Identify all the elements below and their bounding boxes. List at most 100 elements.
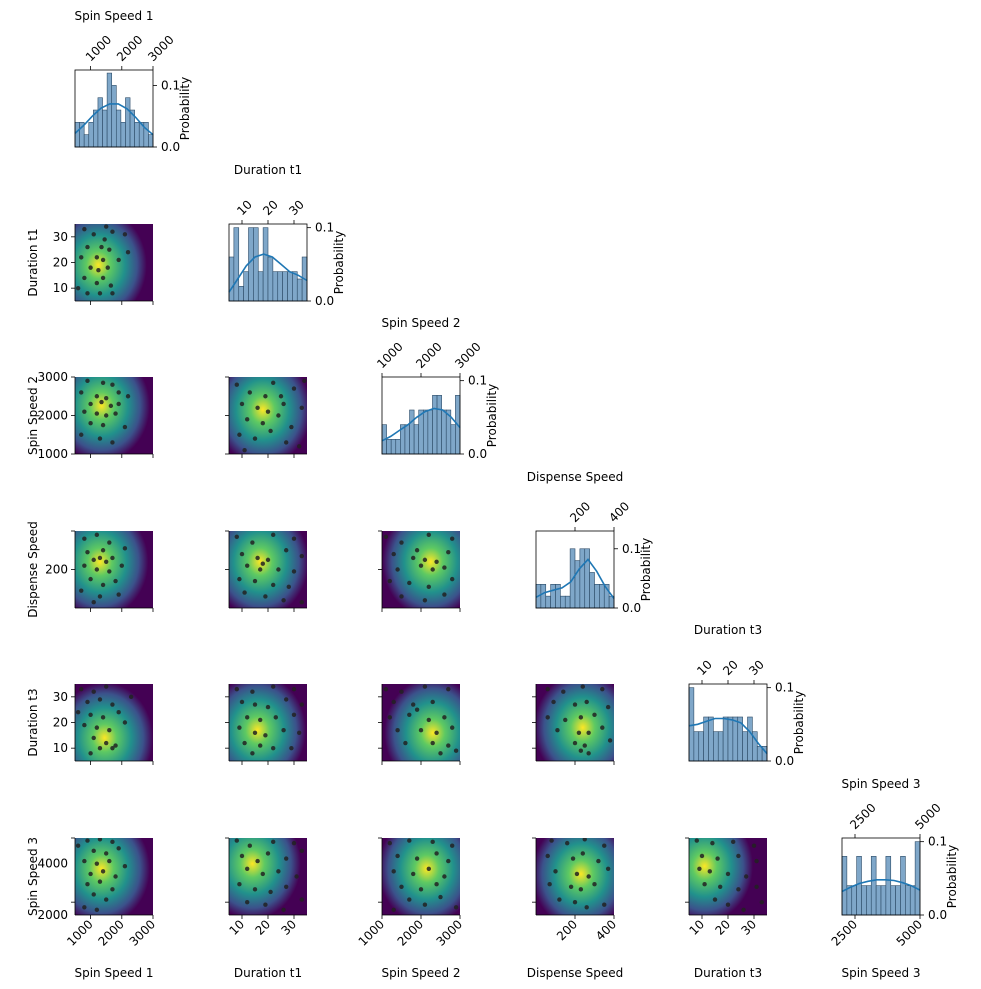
x-tick-label: 10: [686, 917, 707, 938]
density-peak: [75, 224, 147, 301]
scatter-point: [99, 244, 104, 250]
scatter-point: [91, 557, 96, 563]
scatter-point: [237, 576, 242, 582]
density-fill: [75, 377, 153, 454]
y-axis-label: Dispense Speed: [26, 521, 40, 618]
hist-bar: [756, 746, 763, 762]
hist-bottom-axis: 2500 5000 Spin Speed 3: [829, 915, 925, 980]
scatter-point: [725, 871, 731, 877]
scatter-point: [596, 858, 601, 864]
scatter-point: [108, 403, 114, 409]
scatter-point: [242, 447, 247, 453]
probability-label: Probability: [945, 845, 959, 908]
hist-bar: [432, 395, 438, 455]
kde-line: [841, 879, 921, 893]
scatter-point: [399, 594, 404, 599]
hist-bar: [88, 122, 94, 148]
scatter-point: [88, 265, 93, 270]
scatter-point: [422, 684, 428, 689]
scatter-point: [407, 838, 412, 843]
hist-bar: [390, 439, 397, 455]
scatter-point: [605, 704, 611, 710]
hist-bar: [909, 885, 916, 916]
scatter-point: [125, 394, 131, 399]
scatter-point: [122, 720, 128, 725]
density-peak: [229, 838, 301, 915]
scatter-point: [97, 436, 103, 441]
scatter-point: [260, 871, 265, 877]
scatter-point: [268, 428, 273, 434]
scatter-point: [754, 858, 759, 864]
scatter-point: [94, 255, 100, 260]
scatter-point: [414, 548, 420, 553]
hist-bar: [450, 424, 456, 455]
hist-bar: [727, 716, 734, 762]
scatter-point: [731, 839, 736, 845]
x-axis-label: Duration t1: [234, 966, 302, 980]
kde-panel-4-3: [532, 684, 615, 765]
density-fill: [382, 531, 460, 608]
scatter-point: [239, 853, 245, 859]
scatter-point: [291, 386, 297, 391]
x-tick-label: 400: [606, 499, 632, 525]
scatter-point: [395, 853, 400, 859]
y-tick-label: 30: [53, 230, 68, 244]
scatter-point: [110, 839, 115, 845]
scatter-point: [91, 735, 96, 741]
scatter-point: [399, 884, 404, 889]
hist-bar: [717, 731, 724, 762]
scatter-point: [600, 725, 605, 730]
scatter-point: [125, 250, 131, 255]
kde-line: [228, 253, 308, 293]
hist-bar: [441, 409, 447, 455]
x-tick-label: 30: [746, 657, 767, 678]
scatter-point: [281, 598, 286, 603]
scatter-point: [715, 856, 720, 861]
scatter-point: [82, 858, 87, 864]
scatter-point: [96, 268, 101, 273]
scatter-point: [258, 717, 263, 723]
scatter-point: [113, 578, 118, 584]
hist-bar: [115, 109, 122, 148]
scatter-point: [395, 567, 400, 572]
scatter-point: [110, 702, 115, 707]
scatter-point: [426, 717, 431, 723]
scatter-point: [91, 892, 96, 897]
hist-bar: [841, 856, 848, 916]
kde-panel-4-0: 10 20 30 Duration t3: [26, 684, 154, 765]
scatter-point: [110, 745, 115, 751]
x-tick-label: 2000: [413, 340, 444, 371]
scatter-point: [110, 229, 115, 234]
y-axis-label: Duration t1: [26, 228, 40, 296]
hist-bar: [880, 885, 887, 916]
scatter-point: [284, 884, 289, 889]
scatter-point: [79, 588, 84, 593]
scatter-point: [442, 715, 447, 720]
hist-bar: [742, 731, 748, 762]
scatter-point: [94, 567, 100, 572]
x-tick-label: 3000: [452, 340, 483, 371]
hist-title: Dispense Speed: [527, 470, 624, 484]
density-fill: [229, 531, 307, 608]
scatter-point: [584, 699, 589, 705]
x-tick-label: 20: [260, 197, 281, 218]
scatter-point: [258, 743, 263, 748]
hist-bar: [111, 85, 117, 148]
hist-bar: [856, 856, 862, 916]
scatter-point: [418, 563, 424, 568]
scatter-point: [391, 907, 396, 913]
scatter-point: [582, 743, 587, 748]
y-tick-label: 200: [45, 563, 68, 577]
scatter-point: [578, 715, 584, 720]
scatter-point: [557, 897, 562, 902]
scatter-point: [574, 871, 580, 877]
density-peak: [382, 531, 460, 608]
scatter-point: [289, 745, 294, 751]
scatter-point: [383, 686, 389, 692]
hist-bar: [120, 122, 126, 148]
scatter-point: [85, 699, 90, 705]
y-tick-label: 3000: [37, 370, 68, 384]
scatter-point: [563, 717, 568, 723]
scatter-point: [284, 440, 289, 445]
hist-bar: [846, 885, 853, 916]
